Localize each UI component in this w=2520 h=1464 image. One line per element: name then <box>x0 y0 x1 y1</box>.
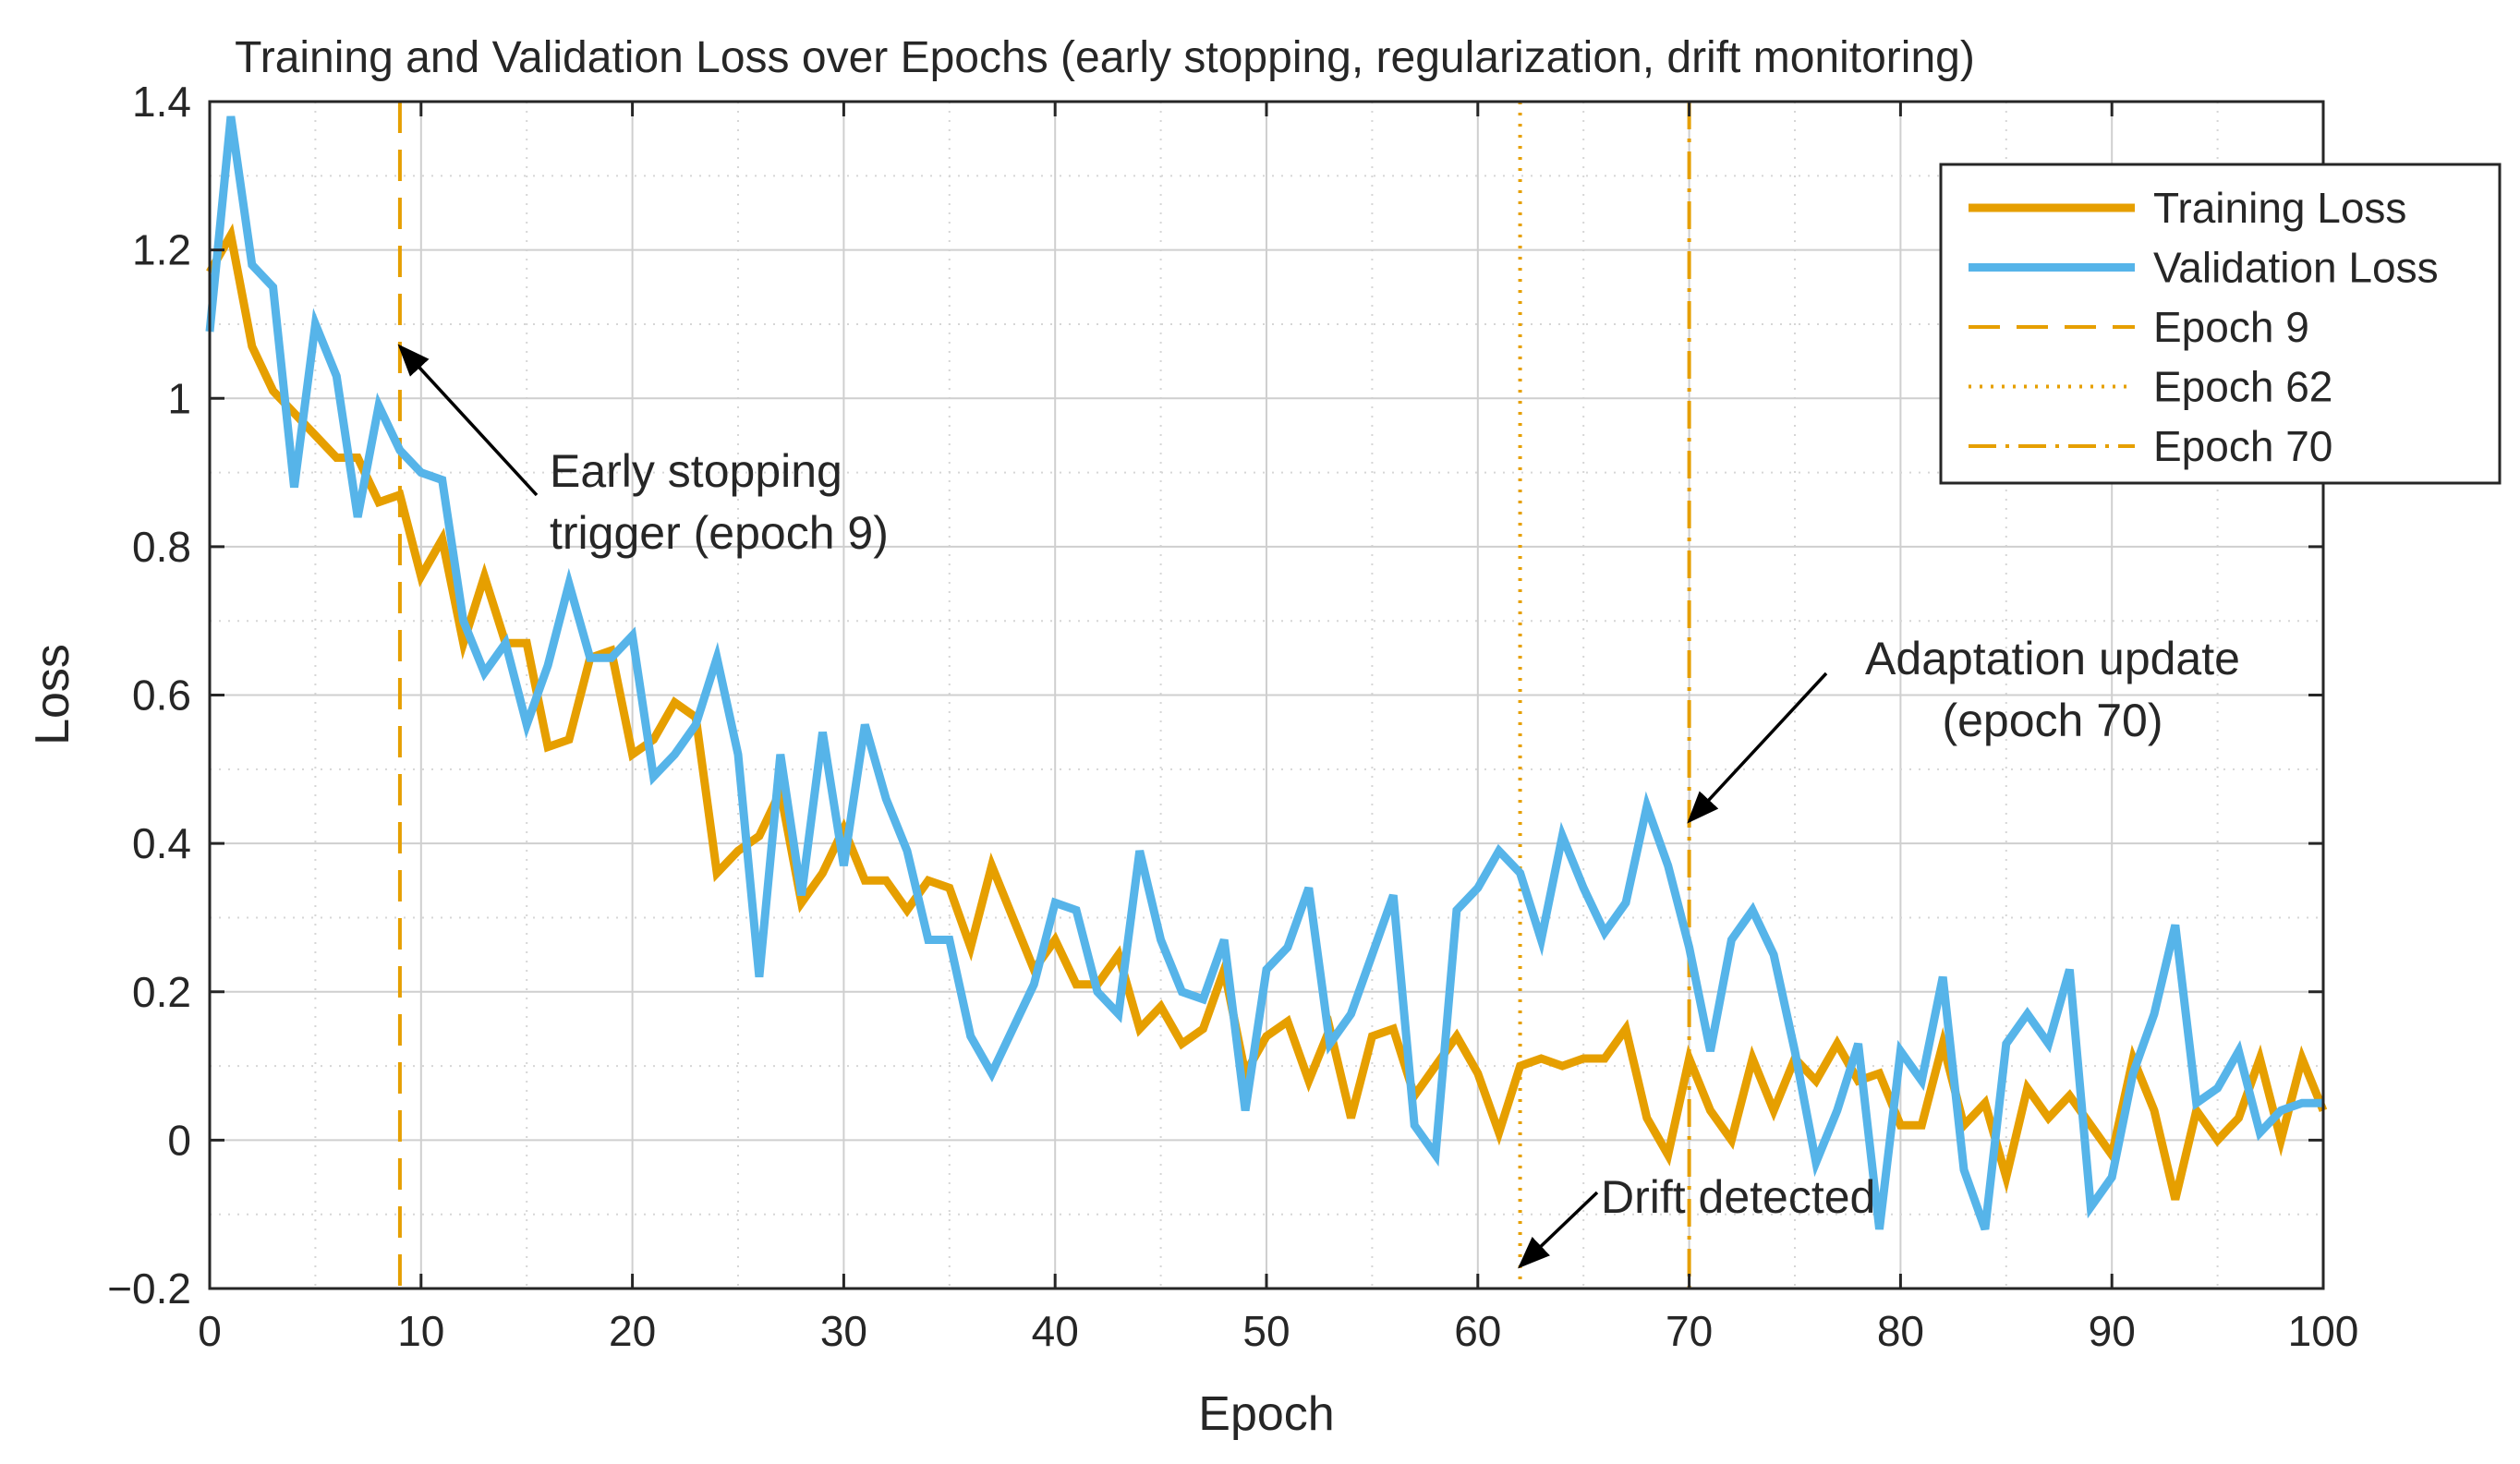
x-tick-label: 0 <box>198 1307 222 1355</box>
legend-entry: Epoch 70 <box>1969 422 2332 470</box>
x-tick-label: 60 <box>1454 1307 1501 1355</box>
legend-entry: Epoch 9 <box>1969 303 2309 351</box>
annotation-line: Early stopping <box>550 445 842 497</box>
x-tick-label: 20 <box>609 1307 656 1355</box>
annotation-arrow <box>1687 672 1828 824</box>
y-tick-label: −0.2 <box>107 1264 191 1313</box>
legend-label: Epoch 70 <box>2153 422 2332 470</box>
x-axis-label: Epoch <box>1198 1387 1334 1441</box>
legend-entry: Validation Loss <box>1969 244 2439 292</box>
annotation-drift: Drift detected <box>1518 1171 1875 1269</box>
x-tick-label: 40 <box>1032 1307 1079 1355</box>
legend-label: Validation Loss <box>2153 244 2439 292</box>
annotation-early-stopping: Early stopping trigger (epoch 9) <box>397 344 889 559</box>
x-tick-label: 70 <box>1666 1307 1713 1355</box>
annotation-text: Drift detected <box>1601 1171 1875 1223</box>
chart-title: Training and Validation Loss over Epochs… <box>235 33 1975 82</box>
legend-label: Epoch 9 <box>2153 303 2309 351</box>
series-line-training-loss <box>206 223 2328 1201</box>
y-tick-label: 0.4 <box>132 819 191 867</box>
annotation-line: Drift detected <box>1601 1171 1875 1223</box>
y-tick-label: 0.6 <box>132 672 191 720</box>
annotation-text: Adaptation update (epoch 70) <box>1865 633 2240 746</box>
vertical-markers <box>397 102 1691 1289</box>
legend-label: Training Loss <box>2153 184 2406 232</box>
legend-box <box>1939 163 2502 485</box>
y-tick-label: 1 <box>167 374 191 422</box>
x-tick-label: 10 <box>397 1307 444 1355</box>
annotation-arrow <box>1518 1191 1599 1269</box>
series-line-validation-loss <box>205 115 2323 1231</box>
legend-entry: Training Loss <box>1969 184 2406 232</box>
y-tick-label: 1.4 <box>132 78 191 126</box>
annotation-text: Early stopping trigger (epoch 9) <box>550 445 889 559</box>
legend-entry: Epoch 62 <box>1969 363 2332 411</box>
annotations: Early stopping trigger (epoch 9) Adaptatio… <box>397 344 2240 1269</box>
series-lines <box>205 115 2328 1231</box>
y-tick-label: 1.2 <box>132 226 191 274</box>
x-tick-label: 90 <box>2089 1307 2136 1355</box>
legend: Training Loss Validation Loss Epoch 9 Epoch… <box>1939 163 2502 485</box>
annotation-adaptation: Adaptation update (epoch 70) <box>1687 633 2240 824</box>
x-tick-label: 30 <box>820 1307 867 1355</box>
y-axis-label: Loss <box>26 644 79 745</box>
annotation-line: Adaptation update <box>1865 633 2240 684</box>
y-tick-label: 0.2 <box>132 968 191 1016</box>
annotation-arrow <box>397 344 539 497</box>
annotation-line: trigger (epoch 9) <box>550 507 889 559</box>
y-tick-label: 0 <box>167 1116 191 1164</box>
legend-label: Epoch 62 <box>2153 363 2332 411</box>
annotation-line: (epoch 70) <box>1942 695 2163 746</box>
axis-ticks: 0 10 20 30 40 50 60 70 80 90 100−0.200.20.40.60.81… <box>107 78 2358 1355</box>
x-tick-label: 80 <box>1877 1307 1924 1355</box>
x-tick-label: 50 <box>1242 1307 1290 1355</box>
x-tick-label: 100 <box>2288 1307 2359 1355</box>
y-tick-label: 0.8 <box>132 523 191 571</box>
